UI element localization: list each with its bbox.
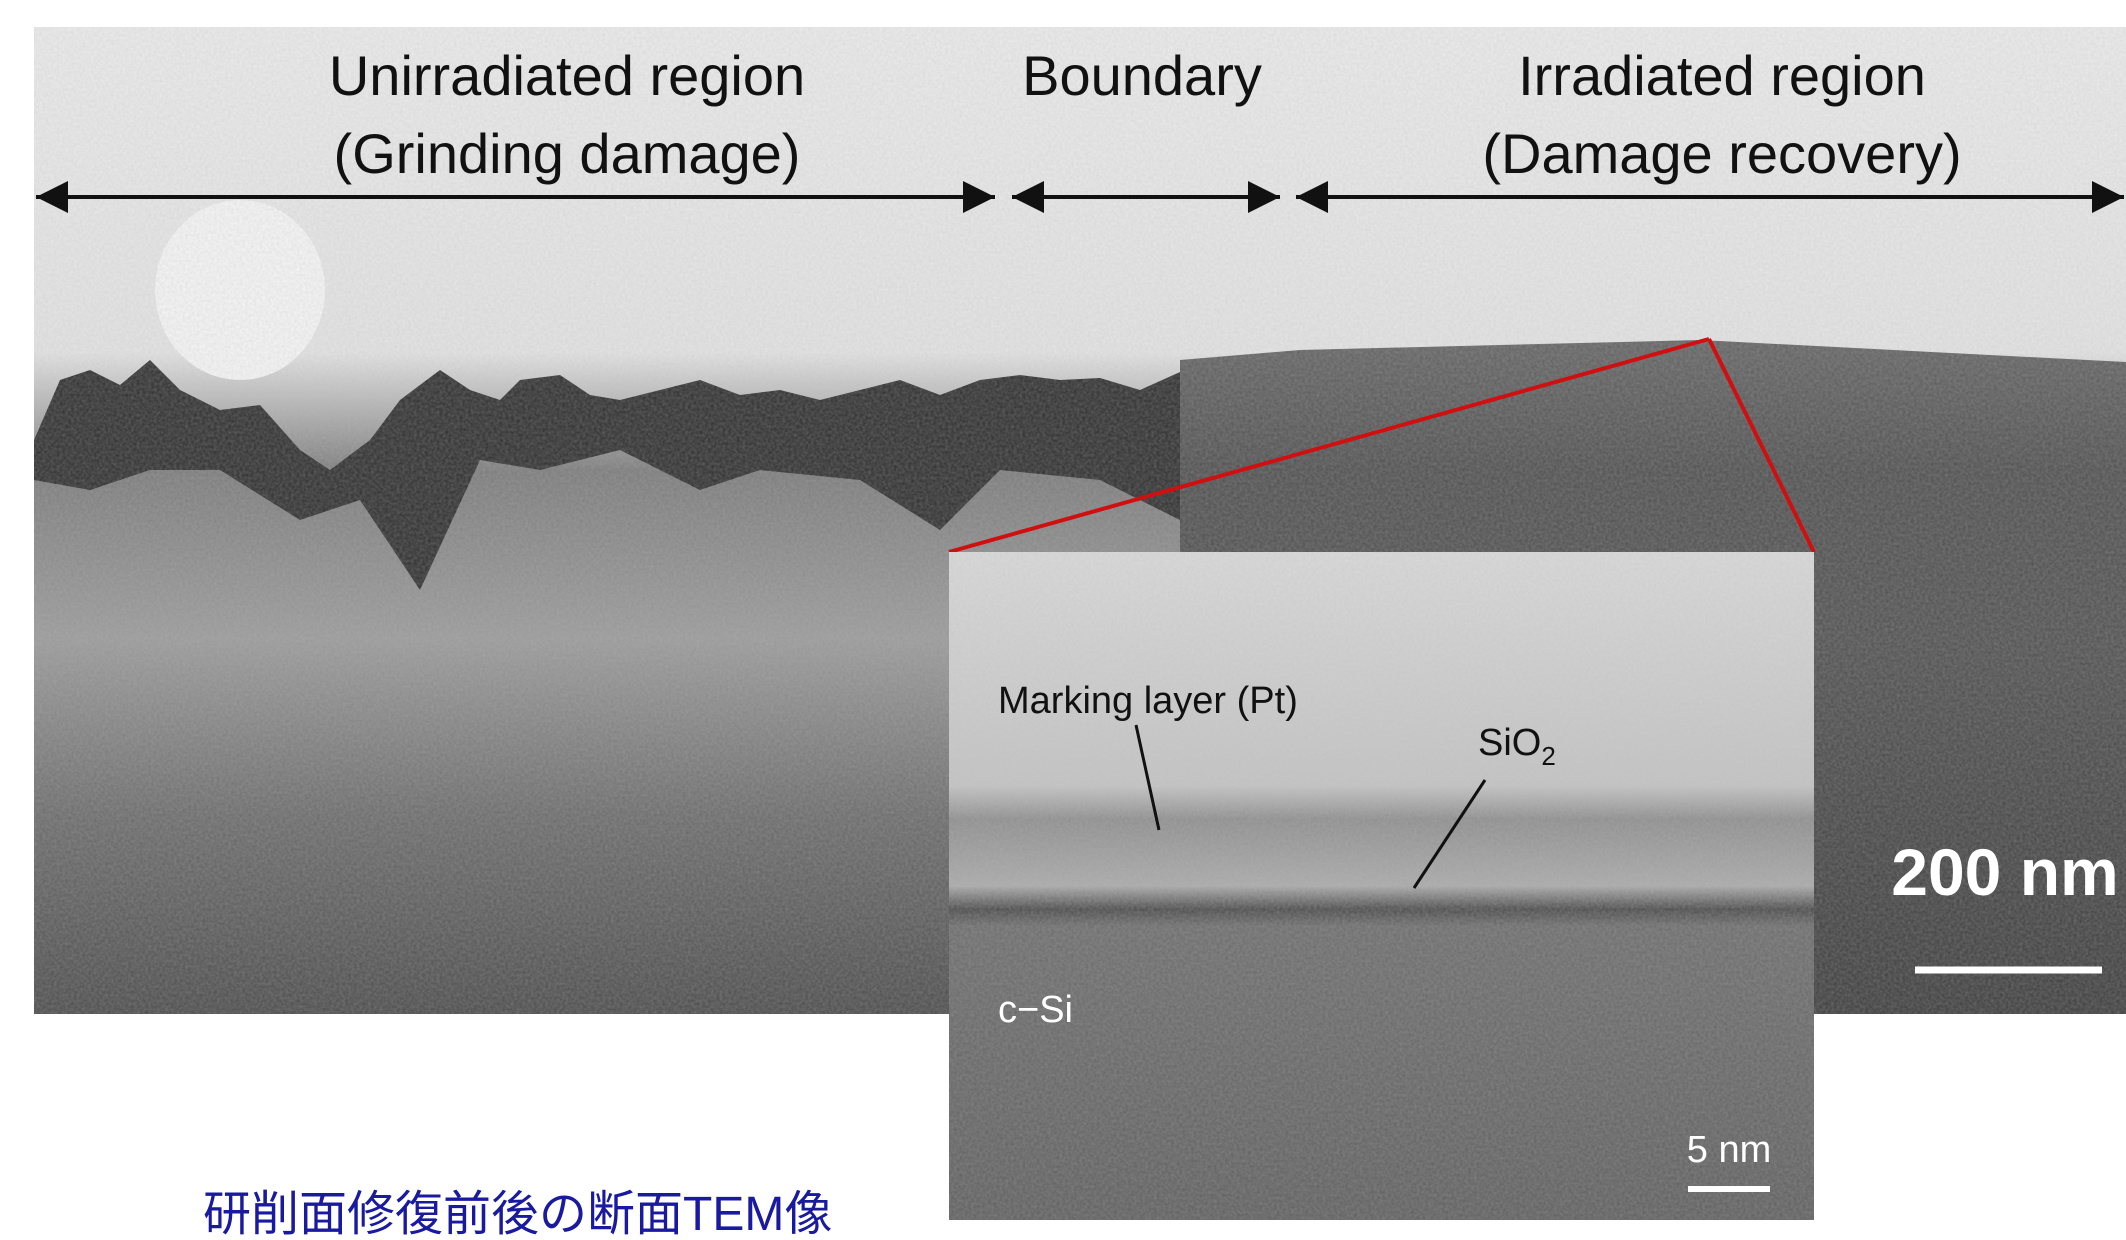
- marking-layer-label: Marking layer (Pt): [998, 680, 1298, 722]
- oxide-subscript: 2: [1541, 741, 1555, 771]
- scale-label: 200 nm: [1891, 835, 2118, 909]
- region-label: Unirradiated region: [329, 44, 805, 107]
- region-note: (Grinding damage): [334, 122, 801, 185]
- caption: 研削面修復前後の断面TEM像: [203, 1188, 832, 1240]
- inset-image: [949, 552, 1814, 1220]
- figure: Unirradiated region (Grinding damage) Bo…: [0, 0, 2126, 1240]
- region-label: Irradiated region: [1518, 44, 1926, 107]
- region-note: (Damage recovery): [1482, 122, 1961, 185]
- page: Unirradiated region (Grinding damage) Bo…: [0, 0, 2126, 1240]
- oxide-base: SiO: [1478, 722, 1541, 764]
- inset-scale-label: 5 nm: [1687, 1129, 1771, 1171]
- substrate-label: c−Si: [998, 989, 1073, 1031]
- region-label: Boundary: [1022, 44, 1262, 107]
